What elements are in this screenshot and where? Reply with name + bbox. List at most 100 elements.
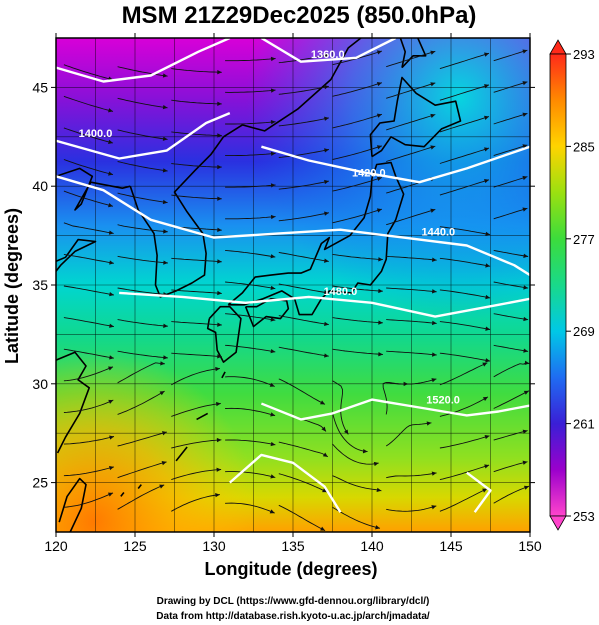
streamline-arrow bbox=[216, 437, 222, 443]
streamline-arrow bbox=[322, 488, 328, 493]
colorbar-tick-label: 277 bbox=[573, 232, 595, 247]
streamline-arrow bbox=[270, 285, 276, 291]
contour-line bbox=[56, 111, 231, 160]
streamline bbox=[493, 207, 528, 220]
streamline-arrow bbox=[324, 53, 329, 58]
contour-label: 1360.0 bbox=[311, 49, 345, 61]
streamline bbox=[439, 352, 491, 362]
streamline-arrow bbox=[109, 292, 114, 297]
streamline bbox=[278, 473, 328, 493]
streamline-arrow bbox=[376, 145, 382, 150]
streamline bbox=[278, 149, 329, 158]
streamline-arrow bbox=[430, 145, 436, 150]
streamline bbox=[63, 366, 114, 382]
streamline bbox=[225, 344, 276, 353]
streamline bbox=[117, 350, 168, 359]
streamline-arrow bbox=[484, 84, 489, 89]
coastline bbox=[56, 351, 90, 454]
x-tick-label: 150 bbox=[518, 538, 542, 554]
streamline bbox=[386, 50, 436, 68]
streamline-arrow bbox=[430, 113, 436, 118]
streamline bbox=[63, 95, 114, 112]
streamline-arrow bbox=[163, 355, 168, 360]
streamline-arrow bbox=[522, 144, 528, 149]
x-tick-label: 120 bbox=[44, 538, 68, 554]
streamline bbox=[171, 163, 222, 168]
streamline-arrow bbox=[161, 461, 167, 466]
streamline bbox=[278, 315, 329, 326]
coastline bbox=[221, 371, 226, 379]
x-tick-label: 140 bbox=[360, 538, 384, 554]
streamline-arrow bbox=[378, 320, 383, 325]
streamline bbox=[225, 407, 276, 417]
streamline bbox=[439, 52, 490, 70]
streamline bbox=[386, 114, 436, 131]
streamline bbox=[225, 376, 275, 387]
streamline bbox=[386, 472, 437, 479]
streamline bbox=[493, 249, 529, 257]
streamline-arrow bbox=[375, 525, 380, 530]
streamline bbox=[439, 289, 491, 299]
coastline bbox=[56, 167, 131, 211]
streamline bbox=[117, 161, 168, 172]
colorbar-tick-label: 293 bbox=[573, 47, 595, 62]
contour-label: 1420.0 bbox=[352, 167, 386, 179]
contour-line bbox=[260, 38, 397, 63]
streamline-arrow bbox=[217, 70, 222, 75]
streamline-arrow bbox=[215, 492, 220, 498]
height-contours: 1360.0 1400.0 1420.0 1440.0 1480.0 1520.0 bbox=[56, 38, 530, 513]
contour-line bbox=[466, 471, 492, 513]
streamline-arrow bbox=[484, 464, 490, 469]
streamline bbox=[493, 49, 528, 62]
streamline-arrow bbox=[320, 526, 326, 531]
streamline-arrow bbox=[270, 151, 276, 156]
streamline bbox=[439, 464, 490, 481]
streamline bbox=[171, 99, 222, 105]
streamline-arrow bbox=[426, 421, 432, 426]
coastline bbox=[58, 477, 87, 532]
streamline-arrow bbox=[378, 257, 383, 262]
wind-streamlines bbox=[63, 49, 530, 531]
streamline bbox=[117, 97, 168, 109]
streamline bbox=[63, 159, 114, 176]
x-tick-label: 145 bbox=[439, 538, 463, 554]
contour-label: 1400.0 bbox=[79, 128, 113, 140]
streamline bbox=[493, 112, 528, 125]
streamline bbox=[278, 441, 329, 458]
x-tick-label: 130 bbox=[202, 538, 226, 554]
streamline bbox=[386, 145, 436, 162]
streamline bbox=[386, 350, 437, 356]
streamline bbox=[117, 224, 168, 233]
streamline-arrow bbox=[324, 258, 329, 263]
streamline-arrow bbox=[523, 485, 529, 490]
streamline bbox=[225, 439, 276, 446]
streamline bbox=[332, 253, 383, 261]
coastline bbox=[227, 161, 405, 316]
streamline bbox=[439, 179, 490, 196]
y-tick-label: 30 bbox=[32, 376, 48, 392]
streamline-arrow bbox=[522, 207, 528, 212]
coastline bbox=[399, 38, 406, 68]
y-axis-label: Latitude (degrees) bbox=[2, 208, 22, 364]
streamline-arrow bbox=[484, 147, 489, 152]
streamline-arrow bbox=[430, 82, 436, 87]
streamline bbox=[439, 488, 488, 512]
streamline-arrow bbox=[343, 429, 349, 435]
streamline bbox=[225, 281, 276, 290]
streamline-arrow bbox=[321, 426, 326, 432]
streamline-arrow bbox=[270, 317, 276, 322]
streamline-arrow bbox=[485, 358, 491, 363]
streamline-arrow bbox=[522, 112, 528, 117]
streamline-arrow bbox=[159, 484, 165, 489]
streamline bbox=[171, 469, 222, 481]
x-tick-label: 135 bbox=[281, 538, 305, 554]
streamline bbox=[439, 362, 488, 386]
coastline bbox=[206, 305, 242, 363]
streamline-arrow bbox=[431, 352, 437, 357]
streamline-arrow bbox=[163, 260, 168, 265]
streamline-arrow bbox=[270, 474, 276, 479]
streamline-arrow bbox=[217, 322, 222, 327]
streamline-arrow bbox=[217, 133, 222, 138]
streamline-arrow bbox=[270, 412, 276, 417]
streamline-arrow bbox=[270, 214, 276, 220]
